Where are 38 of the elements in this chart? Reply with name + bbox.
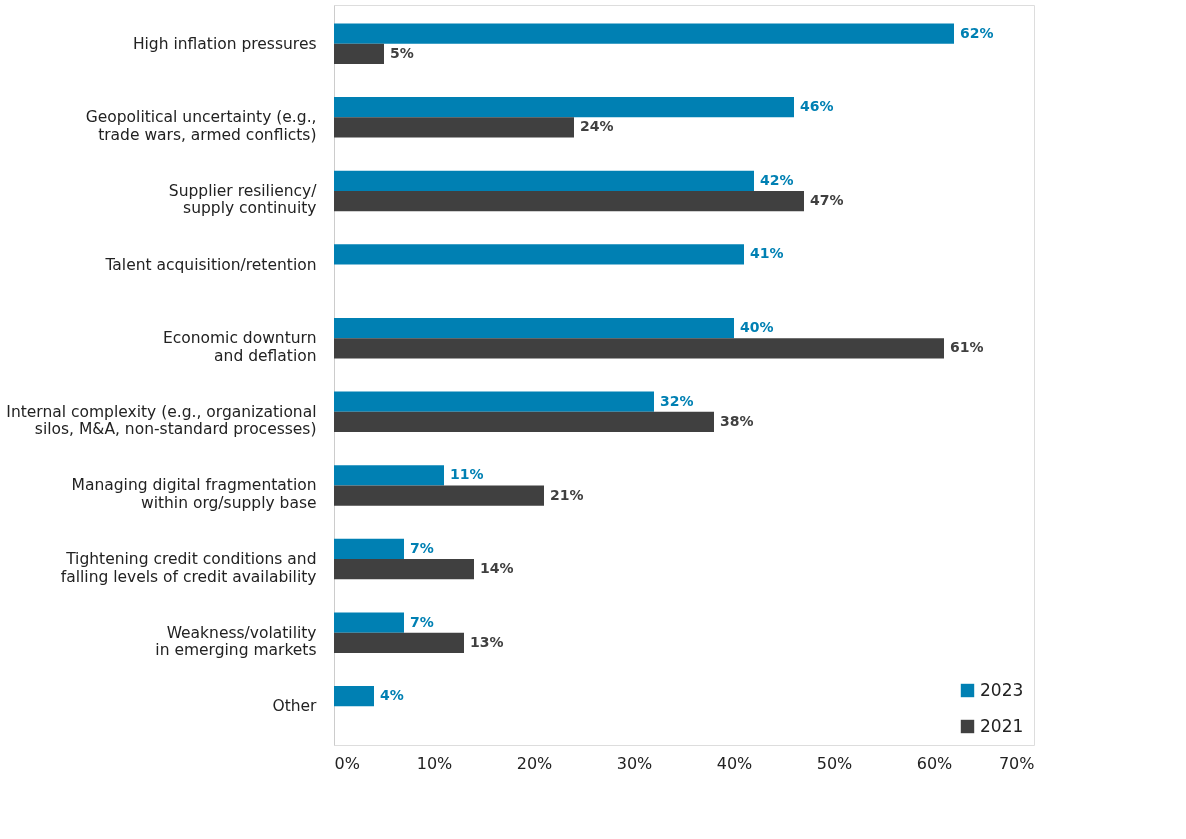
data-label: 13% — [470, 633, 504, 650]
y-tick-label: High inflation pressures — [132, 34, 317, 53]
data-label: 7% — [410, 613, 434, 630]
legend-label: 2021 — [980, 715, 1024, 736]
data-label: 7% — [410, 539, 434, 556]
y-tick-label: Other — [272, 697, 318, 716]
data-label: 24% — [580, 118, 614, 135]
y-tick-label: Economic downturn and deflation — [162, 329, 317, 365]
y-tick-label: Internal complexity (e.g., organizational silos, M&A, non-standard processes) — [6, 402, 317, 439]
x-tick-label: 50% — [816, 753, 853, 773]
y-tick-label: Geopolitical uncertainty (e.g., trade wars, armed conflicts) — [85, 108, 317, 144]
data-label: 21% — [550, 486, 584, 503]
data-label: 32% — [660, 392, 694, 409]
data-label: 61% — [950, 339, 984, 356]
data-label: 11% — [450, 466, 484, 483]
data-label: 41% — [750, 245, 784, 262]
y-tick-label: Supplier resiliency/ supply continuity — [168, 181, 318, 218]
y-tick-label: Managing digital fragmentation within org/supply base — [71, 476, 317, 512]
y-tick-label: Talent acquisition/retention — [104, 255, 317, 274]
x-tick-label: 40% — [716, 753, 753, 773]
data-label: 4% — [380, 687, 404, 704]
x-tick-label: 30% — [616, 753, 653, 773]
data-label: 5% — [390, 44, 414, 61]
data-label: 46% — [800, 98, 834, 115]
data-label: 14% — [480, 560, 514, 577]
y-tick-label: Tightening credit conditions and falling levels of credit availability — [60, 550, 317, 586]
x-tick-label: 70% — [998, 753, 1035, 773]
data-label: 40% — [740, 319, 774, 336]
x-tick-label: 60% — [916, 753, 953, 773]
x-tick-label: 10% — [416, 753, 453, 773]
x-tick-label: 20% — [516, 753, 553, 773]
data-label: 42% — [760, 171, 794, 188]
data-label: 62% — [960, 24, 994, 41]
data-label: 47% — [810, 192, 844, 209]
y-tick-label: Weakness/volatility in emerging markets — [155, 623, 317, 660]
x-tick-label: 0% — [334, 753, 360, 773]
legend-label: 2023 — [980, 679, 1024, 700]
data-label: 38% — [720, 412, 754, 429]
